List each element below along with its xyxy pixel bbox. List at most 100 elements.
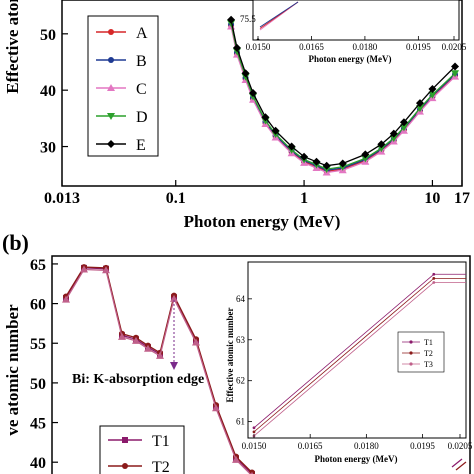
inset-x-tick-label: 0.0180 xyxy=(354,441,379,451)
point-E xyxy=(399,118,408,127)
point-E xyxy=(300,152,309,161)
panel-b-legend-box xyxy=(99,425,185,474)
inset-line-B xyxy=(259,1,299,28)
inset-legend-label-T3: T3 xyxy=(424,360,433,369)
legend-marker-E xyxy=(107,140,115,148)
panel-a-legend-box xyxy=(87,15,159,157)
legend-label-E: E xyxy=(136,137,146,154)
inset-point-T1 xyxy=(252,426,256,430)
point-T3 xyxy=(62,295,70,303)
panel-b-inset-legend: T1 T2 T3 xyxy=(397,331,445,373)
legend-marker-D xyxy=(107,113,115,120)
panel-a-series xyxy=(227,15,460,176)
inset-legend-marker-T1 xyxy=(409,340,413,344)
y-tick-label: 60 xyxy=(30,297,46,314)
inset-point-T2 xyxy=(252,430,256,434)
panel-a-frame xyxy=(61,0,463,187)
x-tick-label: 1 xyxy=(300,190,308,207)
panel-b-inset-x-axis-label: Photon energy (MeV) xyxy=(315,454,398,464)
panel-b-y-axis-label: ve atomic number xyxy=(3,304,22,436)
panel-a-inset-y-tick: 75.5 xyxy=(240,14,256,24)
x-tick-label: 0.013 xyxy=(44,190,80,207)
inset-point-T2 xyxy=(432,276,436,280)
inset-legend-marker-T2 xyxy=(409,351,413,355)
point-D xyxy=(399,124,408,132)
panel-b-frame xyxy=(51,255,471,474)
point-E xyxy=(227,15,236,24)
point-E xyxy=(338,159,347,168)
inset-x-tick-label: 0.0180 xyxy=(353,42,378,52)
panel-a-x-ticks: 0.013 0.1 1 10 17 xyxy=(44,180,470,207)
point-T3 xyxy=(250,471,254,474)
legend-marker-A xyxy=(108,29,114,35)
point-T3 xyxy=(212,404,220,412)
point-E xyxy=(312,157,321,166)
inset-line-T1 xyxy=(253,273,435,429)
point-D xyxy=(361,155,370,163)
inset-line-T3 xyxy=(253,282,435,437)
legend-label-B: B xyxy=(136,53,147,70)
inset-point-T1 xyxy=(432,272,436,276)
panel-b-inset: 0.0150 0.0165 0.0180 0.0195 0.0205 61626364 … xyxy=(225,261,473,464)
point-E xyxy=(361,150,370,159)
y-tick-label: 65 xyxy=(30,257,46,274)
point-D xyxy=(428,91,437,99)
inset-y-tick-label: 61 xyxy=(236,417,245,427)
panel-a-inset-frame xyxy=(252,0,460,41)
legend-marker-C xyxy=(107,84,115,91)
point-E xyxy=(389,129,398,138)
panel-a-inset: 0.0150 0.0165 0.0180 0.0195 0.0205 75.5 Phot… xyxy=(240,0,467,64)
inset-x-tick-label: 0.0165 xyxy=(298,441,323,451)
panel-a-inset-x-axis-label: Photon energy (MeV) xyxy=(309,54,392,64)
y-tick-label: 45 xyxy=(30,416,46,433)
point-T3 xyxy=(118,332,126,340)
panel-a: 0.013 0.1 1 10 17 30 40 50 Photon energy (MeV)… xyxy=(3,0,470,231)
x-tick-label: 0.1 xyxy=(166,190,186,207)
y-tick-label: 50 xyxy=(30,376,46,393)
inset-legend-marker-T3 xyxy=(409,362,413,366)
point-E xyxy=(248,89,257,97)
inset-point-T3 xyxy=(432,281,436,284)
panel-a-y-axis-label: Effective atomic xyxy=(3,0,22,94)
series-tail-T1 xyxy=(451,458,463,468)
inset-y-tick-label: 64 xyxy=(236,294,246,304)
inset-legend-label-T2: T2 xyxy=(424,349,433,358)
panel-b-inset-legend-box xyxy=(397,331,445,373)
y-tick-label: 40 xyxy=(30,455,46,472)
inset-line-T2 xyxy=(253,278,435,433)
inset-x-tick-label: 0.0195 xyxy=(406,42,431,52)
k-edge-annotation: Bi: K-absorption edge xyxy=(72,372,204,387)
point-T3 xyxy=(232,455,240,463)
point-E xyxy=(241,69,250,78)
point-E xyxy=(415,99,424,108)
panel-a-y-ticks: 30 40 50 xyxy=(40,27,68,157)
legend-marker-T2 xyxy=(122,463,128,469)
inset-x-tick-label: 0.0205 xyxy=(448,441,473,451)
inset-y-tick-label: 62 xyxy=(236,376,245,386)
series-line-T2 xyxy=(65,266,253,473)
inset-x-tick-label: 0.0165 xyxy=(299,42,324,52)
panel-a-x-axis-label: Photon energy (MeV) xyxy=(184,212,341,231)
legend-label-D: D xyxy=(136,109,148,126)
x-tick-label: 17 xyxy=(454,190,470,207)
point-T3 xyxy=(156,351,164,359)
point-T3 xyxy=(132,336,140,344)
point-T3 xyxy=(144,344,152,352)
point-E xyxy=(377,140,386,149)
point-T3 xyxy=(192,338,200,346)
y-tick-label: 50 xyxy=(40,27,56,44)
inset-legend-label-T1: T1 xyxy=(424,338,433,347)
point-T3 xyxy=(102,266,110,274)
point-D xyxy=(415,105,424,113)
legend-marker-T1 xyxy=(122,437,128,443)
point-E xyxy=(287,142,296,151)
panel-b-legend: T1 T2 xyxy=(99,425,185,474)
k-edge-arrowhead xyxy=(170,362,178,370)
point-E xyxy=(451,62,460,71)
inset-x-tick-label: 0.0195 xyxy=(410,441,435,451)
point-D xyxy=(451,70,460,78)
legend-label-T1: T1 xyxy=(152,433,170,450)
inset-x-tick-label: 0.0205 xyxy=(442,42,467,52)
point-E xyxy=(428,85,437,94)
